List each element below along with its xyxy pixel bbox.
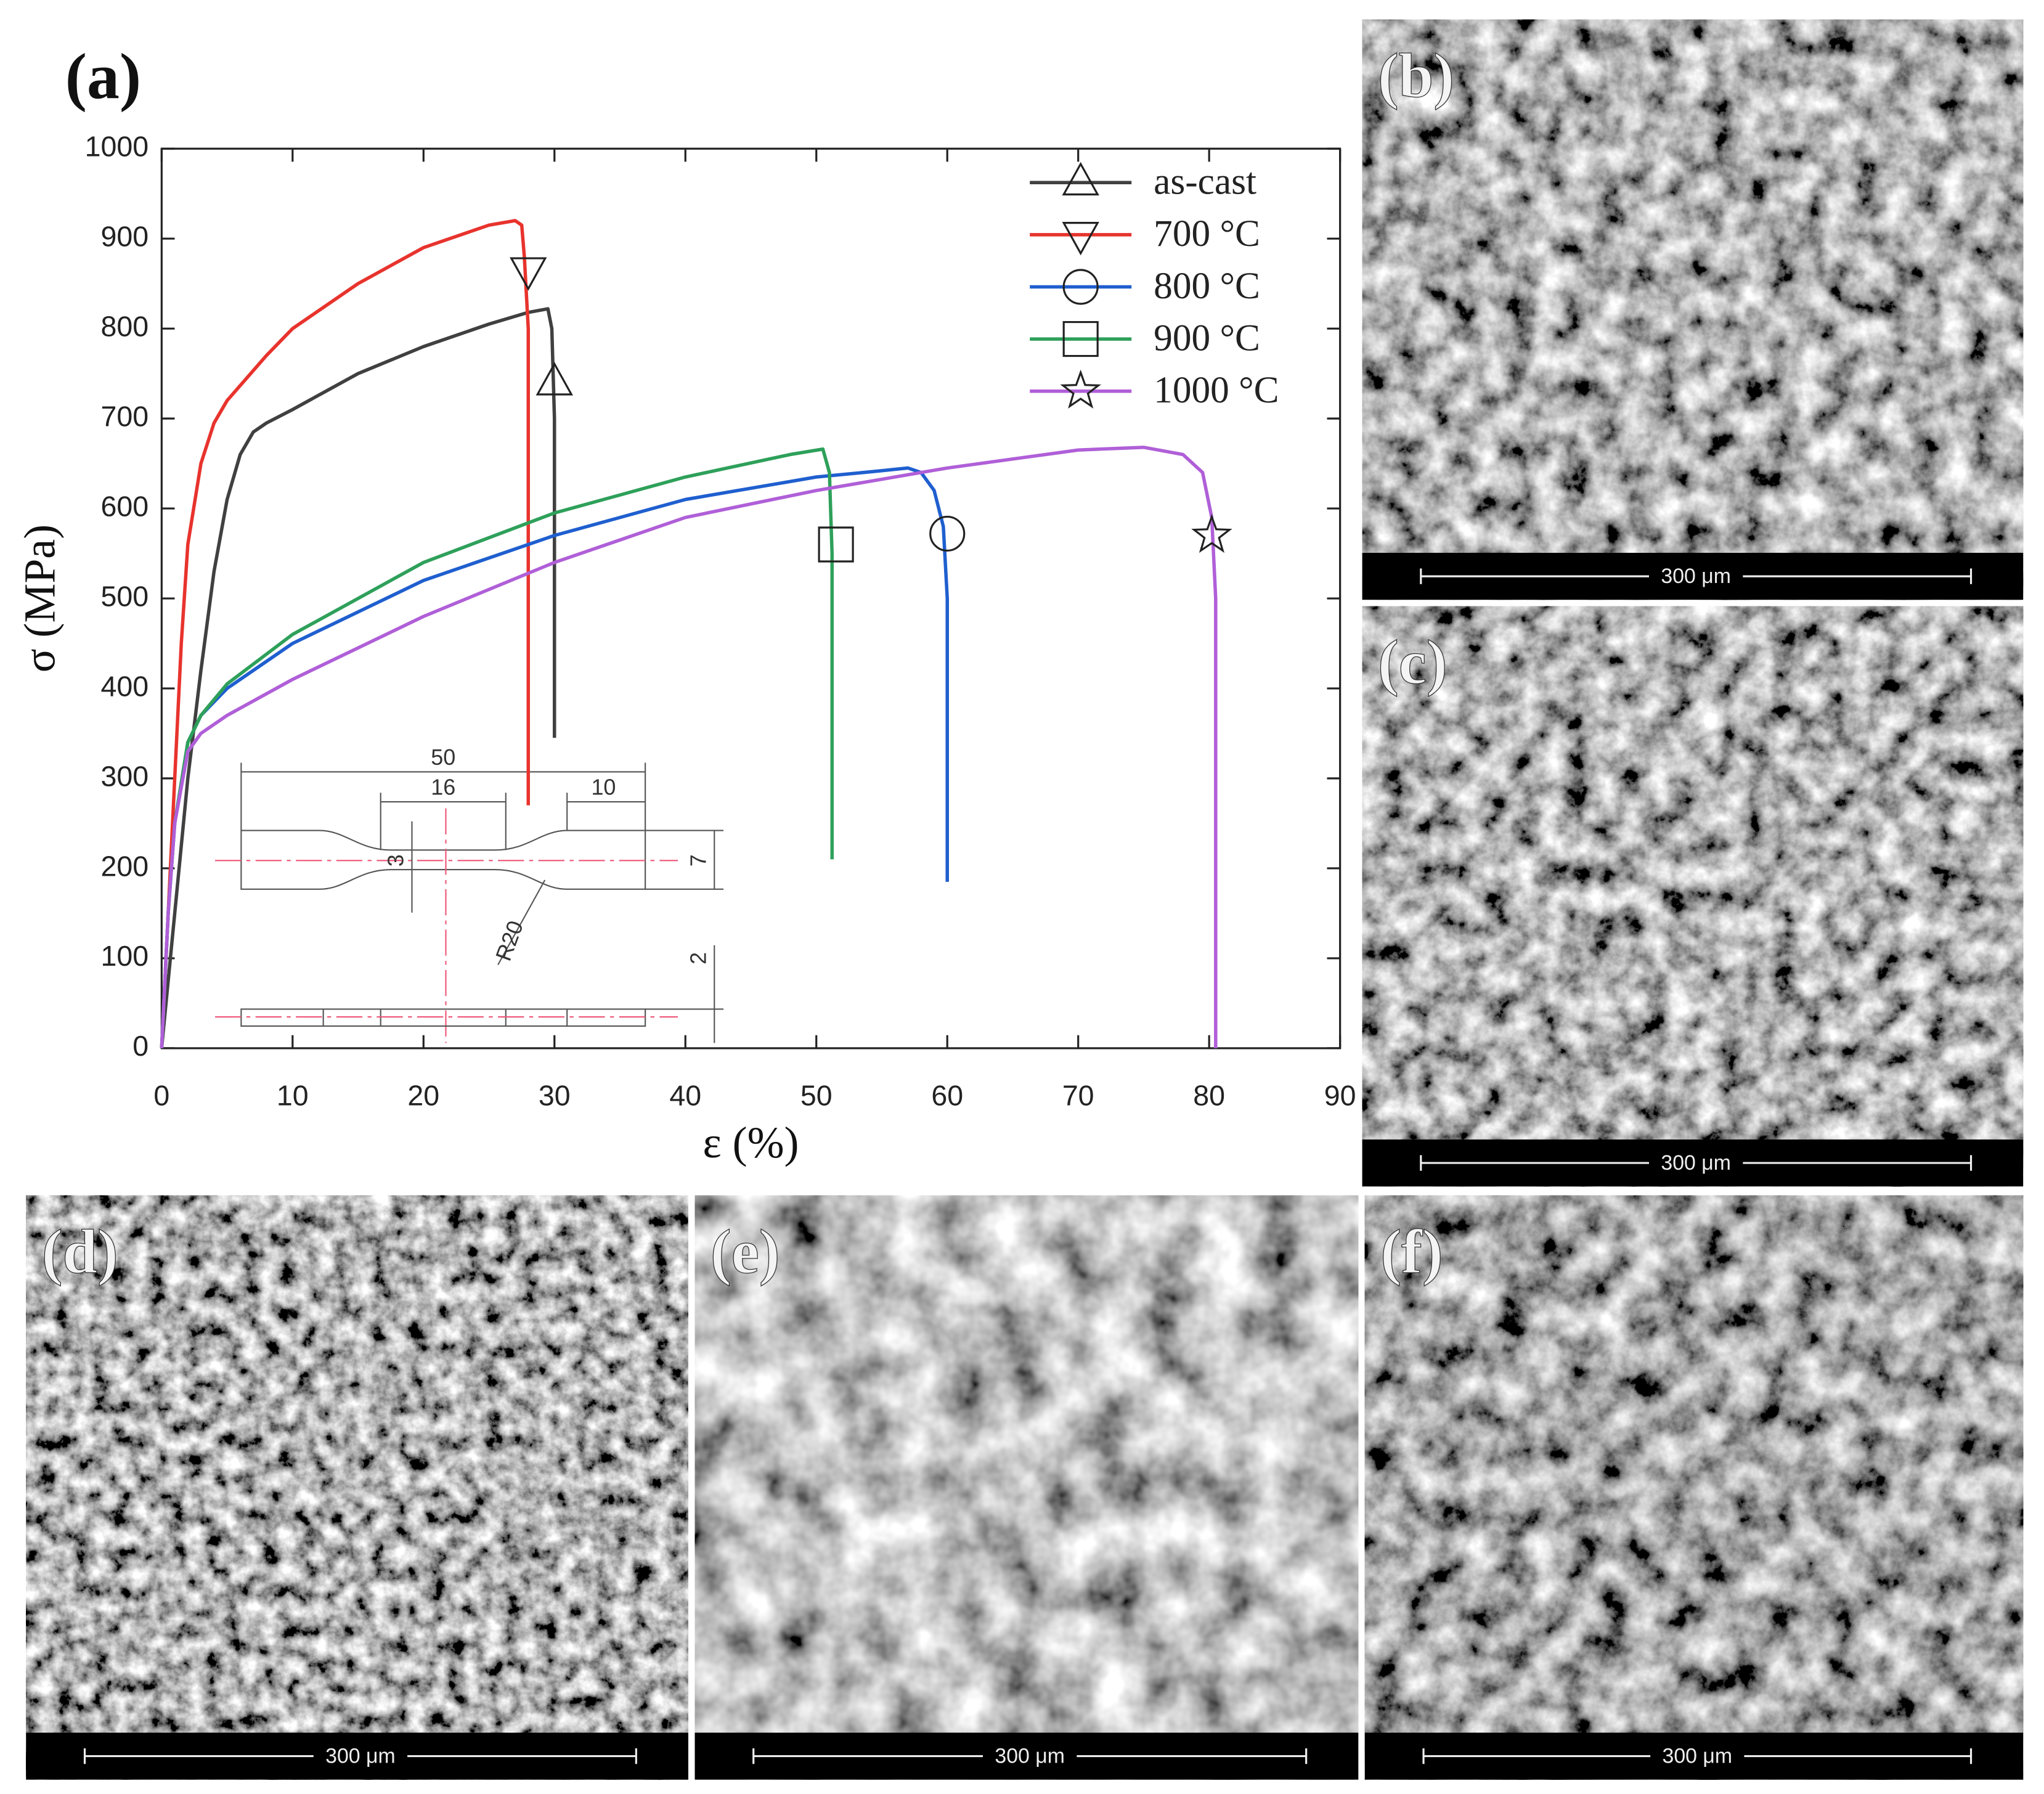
sem-image — [26, 1195, 688, 1780]
sem-image — [1364, 1195, 2024, 1780]
marker — [929, 515, 966, 552]
scale-bar-label: 300 μm — [995, 1745, 1065, 1768]
dimension-label: 16 — [431, 774, 455, 799]
x-tick-label: 70 — [1062, 1080, 1094, 1112]
legend-label: as-cast — [1154, 161, 1256, 203]
x-tick-label: 10 — [277, 1080, 309, 1112]
legend-marker — [1062, 161, 1099, 196]
legend-marker — [1062, 222, 1099, 256]
y-axis-label: σ (MPa) — [15, 524, 64, 672]
panel-label: (e) — [711, 1217, 780, 1286]
scale-bar-label: 300 μm — [1663, 1745, 1733, 1768]
y-tick-label: 1000 — [85, 131, 149, 163]
y-tick-label: 500 — [101, 580, 149, 612]
dimension-label: 2 — [685, 952, 711, 964]
sem-image — [1362, 19, 2024, 600]
dimension-label: 7 — [685, 854, 711, 866]
legend-marker — [1060, 369, 1101, 409]
series-line — [160, 219, 531, 1049]
legend-marker — [1062, 269, 1099, 305]
dimension-label: 3 — [383, 854, 409, 866]
x-tick-label: 90 — [1324, 1080, 1356, 1112]
sem-panel: 300 μm (f) — [1364, 1195, 2024, 1780]
y-tick-label: 100 — [101, 940, 149, 972]
legend-label: 700 °C — [1154, 213, 1260, 255]
y-tick-label: 800 — [101, 310, 149, 342]
sem-panel: 300 μm (b) — [1362, 19, 2024, 600]
scale-bar-text-bg — [1650, 1742, 1745, 1771]
legend-marker — [1062, 321, 1099, 357]
x-tick-label: 60 — [931, 1080, 963, 1112]
scale-bar-label: 300 μm — [1661, 1151, 1731, 1175]
legend-label: 1000 °C — [1154, 369, 1279, 411]
panel-label: (d) — [42, 1217, 118, 1286]
scale-bar-label: 300 μm — [325, 1745, 396, 1768]
y-tick-label: 600 — [101, 490, 149, 522]
y-tick-label: 0 — [132, 1030, 149, 1062]
scale-bar-text-bg — [983, 1742, 1077, 1771]
sem-image — [1362, 606, 2024, 1187]
marker — [535, 362, 573, 396]
panel-label: (b) — [1378, 41, 1454, 110]
x-tick-label: 0 — [153, 1080, 169, 1112]
legend-label: 900 °C — [1154, 317, 1260, 359]
marker — [510, 257, 547, 291]
x-tick-label: 50 — [800, 1080, 833, 1112]
y-tick-label: 400 — [101, 670, 149, 702]
scale-bar-text-bg — [1649, 1148, 1743, 1178]
x-tick-label: 20 — [407, 1080, 439, 1112]
series-line — [160, 446, 1218, 1049]
x-tick-label: 30 — [539, 1080, 571, 1112]
x-tick-label: 40 — [669, 1080, 701, 1112]
marker — [1191, 513, 1232, 553]
y-tick-label: 900 — [101, 221, 149, 253]
y-tick-label: 300 — [101, 760, 149, 792]
x-axis-label: ε (%) — [703, 1118, 799, 1167]
panel-label: (a) — [65, 41, 141, 113]
y-tick-label: 700 — [101, 400, 149, 432]
x-tick-label: 80 — [1193, 1080, 1225, 1112]
series-line — [160, 307, 556, 1049]
sem-panel: 300 μm (e) — [694, 1195, 1359, 1780]
marker — [818, 526, 854, 563]
panel-label: (c) — [1378, 628, 1447, 697]
specimen-drawing — [215, 762, 724, 1043]
y-tick-label: 200 — [101, 850, 149, 882]
sem-image — [694, 1195, 1359, 1780]
sem-panel: 300 μm (d) — [26, 1195, 688, 1780]
panel-label: (f) — [1380, 1217, 1443, 1286]
scale-bar-label: 300 μm — [1661, 565, 1731, 588]
scale-bar-text-bg — [1649, 561, 1743, 591]
dimension-label: 50 — [431, 744, 455, 770]
legend-label: 800 °C — [1154, 265, 1260, 307]
scale-bar-text-bg — [313, 1742, 408, 1771]
radius-leader — [497, 879, 546, 966]
sem-panel: 300 μm (c) — [1362, 606, 2024, 1187]
dimension-label: 10 — [591, 774, 616, 799]
